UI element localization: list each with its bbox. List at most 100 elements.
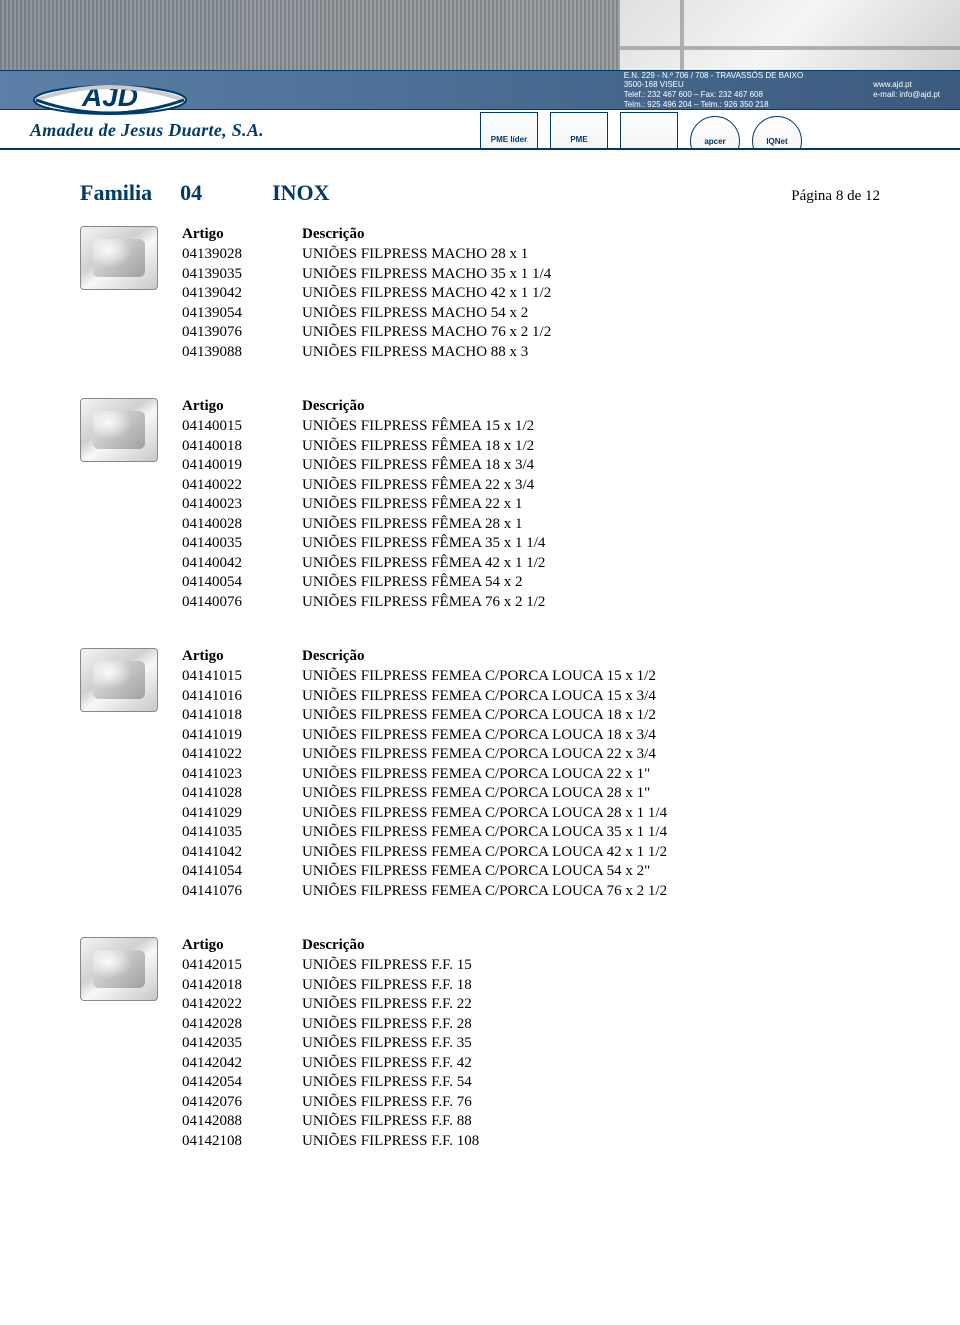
cell-descricao: UNIÕES FILPRESS MACHO 28 x 1 [302,245,880,265]
cell-artigo: 04142076 [182,1093,302,1113]
cell-descricao: UNIÕES FILPRESS FÊMEA 35 x 1 1/4 [302,534,880,554]
page-header: E.N. 229 - N.º 706 / 708 - TRAVASSÓS DE … [0,0,960,150]
column-header-artigo: Artigo [182,226,302,243]
table-row: 04140022UNIÕES FILPRESS FÊMEA 22 x 3/4 [182,476,880,496]
table-row: 04140023UNIÕES FILPRESS FÊMEA 22 x 1 [182,495,880,515]
badge-pme-lider: PME líder [480,112,538,150]
cell-artigo: 04142035 [182,1034,302,1054]
cell-descricao: UNIÕES FILPRESS F.F. 42 [302,1054,880,1074]
table-row: 04139028UNIÕES FILPRESS MACHO 28 x 1 [182,245,880,265]
table-row: 04142042UNIÕES FILPRESS F.F. 42 [182,1054,880,1074]
cell-descricao: UNIÕES FILPRESS FEMEA C/PORCA LOUCA 15 x… [302,687,880,707]
cell-artigo: 04141023 [182,765,302,785]
ajd-logo-svg: AJD [30,66,190,116]
table-row: 04142028UNIÕES FILPRESS F.F. 28 [182,1015,880,1035]
column-header-artigo: Artigo [182,937,302,954]
cell-descricao: UNIÕES FILPRESS FÊMEA 54 x 2 [302,573,880,593]
table-row: 04141016UNIÕES FILPRESS FEMEA C/PORCA LO… [182,687,880,707]
cell-artigo: 04142108 [182,1132,302,1152]
table-row: 04139088UNIÕES FILPRESS MACHO 88 x 3 [182,343,880,363]
table-row: 04142054UNIÕES FILPRESS F.F. 54 [182,1073,880,1093]
table-row: 04142035UNIÕES FILPRESS F.F. 35 [182,1034,880,1054]
cell-descricao: UNIÕES FILPRESS F.F. 108 [302,1132,880,1152]
table-row: 04141035UNIÕES FILPRESS FEMEA C/PORCA LO… [182,823,880,843]
table-row: 04142022UNIÕES FILPRESS F.F. 22 [182,995,880,1015]
cell-artigo: 04141028 [182,784,302,804]
cell-artigo: 04141016 [182,687,302,707]
badge-row: PME líder PME apcer IQNet [480,112,802,150]
table-row: 04140042UNIÕES FILPRESS FÊMEA 42 x 1 1/2 [182,554,880,574]
cell-descricao: UNIÕES FILPRESS FÊMEA 28 x 1 [302,515,880,535]
cell-artigo: 04140035 [182,534,302,554]
cell-descricao: UNIÕES FILPRESS F.F. 22 [302,995,880,1015]
cell-artigo: 04139035 [182,265,302,285]
cell-artigo: 04140028 [182,515,302,535]
cell-artigo: 04142015 [182,956,302,976]
page-content: Familia 04 INOX Página 8 de 12 ArtigoDes… [0,150,960,1227]
cell-artigo: 04140015 [182,417,302,437]
table-header-row: ArtigoDescrição [182,398,880,415]
column-header-descricao: Descrição [302,648,880,665]
cell-artigo: 04141015 [182,667,302,687]
table-row: 04141023UNIÕES FILPRESS FEMEA C/PORCA LO… [182,765,880,785]
badge-apcer: apcer [690,116,740,150]
cell-artigo: 04142054 [182,1073,302,1093]
ajd-logo: AJD [30,58,240,121]
cell-descricao: UNIÕES FILPRESS FEMEA C/PORCA LOUCA 22 x… [302,765,880,785]
cell-descricao: UNIÕES FILPRESS FÊMEA 18 x 1/2 [302,437,880,457]
cell-artigo: 04142028 [182,1015,302,1035]
product-image [80,648,158,712]
company-name: Amadeu de Jesus Duarte, S.A. [30,120,264,141]
cell-descricao: UNIÕES FILPRESS FEMEA C/PORCA LOUCA 28 x… [302,804,880,824]
product-group: ArtigoDescrição04140015UNIÕES FILPRESS F… [80,398,880,612]
table-row: 04140018UNIÕES FILPRESS FÊMEA 18 x 1/2 [182,437,880,457]
table-row: 04142088UNIÕES FILPRESS F.F. 88 [182,1112,880,1132]
cell-descricao: UNIÕES FILPRESS F.F. 88 [302,1112,880,1132]
cell-descricao: UNIÕES FILPRESS FÊMEA 76 x 2 1/2 [302,593,880,613]
cell-descricao: UNIÕES FILPRESS FEMEA C/PORCA LOUCA 42 x… [302,843,880,863]
cell-descricao: UNIÕES FILPRESS FÊMEA 22 x 3/4 [302,476,880,496]
table-row: 04141076UNIÕES FILPRESS FEMEA C/PORCA LO… [182,882,880,902]
cell-descricao: UNIÕES FILPRESS FEMEA C/PORCA LOUCA 28 x… [302,784,880,804]
table-header-row: ArtigoDescrição [182,648,880,665]
column-header-descricao: Descrição [302,398,880,415]
cell-artigo: 04140022 [182,476,302,496]
product-group: ArtigoDescrição04141015UNIÕES FILPRESS F… [80,648,880,901]
cell-artigo: 04140019 [182,456,302,476]
table-row: 04140015UNIÕES FILPRESS FÊMEA 15 x 1/2 [182,417,880,437]
cell-descricao: UNIÕES FILPRESS FÊMEA 18 x 3/4 [302,456,880,476]
cell-artigo: 04140042 [182,554,302,574]
cell-artigo: 04141076 [182,882,302,902]
page-title-row: Familia 04 INOX Página 8 de 12 [80,180,880,206]
table-row: 04142018UNIÕES FILPRESS F.F. 18 [182,976,880,996]
table-row: 04141015UNIÕES FILPRESS FEMEA C/PORCA LO… [182,667,880,687]
cell-descricao: UNIÕES FILPRESS F.F. 18 [302,976,880,996]
cell-artigo: 04141035 [182,823,302,843]
cell-descricao: UNIÕES FILPRESS FEMEA C/PORCA LOUCA 35 x… [302,823,880,843]
table-row: 04140019UNIÕES FILPRESS FÊMEA 18 x 3/4 [182,456,880,476]
table-row: 04141028UNIÕES FILPRESS FEMEA C/PORCA LO… [182,784,880,804]
cell-descricao: UNIÕES FILPRESS F.F. 15 [302,956,880,976]
familia-label: Familia [80,180,152,206]
product-table: ArtigoDescrição04139028UNIÕES FILPRESS M… [182,226,880,362]
cell-artigo: 04141018 [182,706,302,726]
cell-artigo: 04142022 [182,995,302,1015]
cell-descricao: UNIÕES FILPRESS FEMEA C/PORCA LOUCA 18 x… [302,706,880,726]
table-row: 04142108UNIÕES FILPRESS F.F. 108 [182,1132,880,1152]
cell-descricao: UNIÕES FILPRESS MACHO 88 x 3 [302,343,880,363]
badge-excelencia [620,112,678,150]
product-image [80,398,158,462]
cell-descricao: UNIÕES FILPRESS FÊMEA 42 x 1 1/2 [302,554,880,574]
table-row: 04140028UNIÕES FILPRESS FÊMEA 28 x 1 [182,515,880,535]
familia-code: 04 [180,180,202,206]
cell-artigo: 04141019 [182,726,302,746]
cell-artigo: 04141029 [182,804,302,824]
cell-artigo: 04140054 [182,573,302,593]
table-row: 04142076UNIÕES FILPRESS F.F. 76 [182,1093,880,1113]
table-row: 04139042UNIÕES FILPRESS MACHO 42 x 1 1/2 [182,284,880,304]
product-image [80,226,158,290]
badge-iqnet: IQNet [752,116,802,150]
cell-descricao: UNIÕES FILPRESS F.F. 76 [302,1093,880,1113]
product-table: ArtigoDescrição04141015UNIÕES FILPRESS F… [182,648,880,901]
table-row: 04142015UNIÕES FILPRESS F.F. 15 [182,956,880,976]
